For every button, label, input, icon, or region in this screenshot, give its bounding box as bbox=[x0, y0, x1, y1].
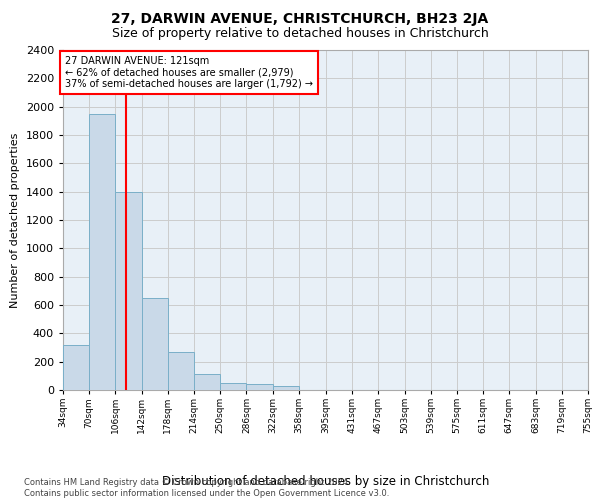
Bar bbox=[168, 352, 194, 390]
Bar bbox=[89, 114, 115, 390]
Text: 27 DARWIN AVENUE: 121sqm
← 62% of detached houses are smaller (2,979)
37% of sem: 27 DARWIN AVENUE: 121sqm ← 62% of detach… bbox=[65, 56, 313, 89]
Text: Contains HM Land Registry data © Crown copyright and database right 2024.
Contai: Contains HM Land Registry data © Crown c… bbox=[24, 478, 389, 498]
Bar bbox=[115, 192, 142, 390]
Text: 27, DARWIN AVENUE, CHRISTCHURCH, BH23 2JA: 27, DARWIN AVENUE, CHRISTCHURCH, BH23 2J… bbox=[112, 12, 488, 26]
Bar bbox=[247, 384, 273, 390]
Bar bbox=[142, 298, 168, 390]
Bar bbox=[220, 383, 247, 390]
Bar bbox=[63, 344, 89, 390]
Y-axis label: Number of detached properties: Number of detached properties bbox=[10, 132, 20, 308]
X-axis label: Distribution of detached houses by size in Christchurch: Distribution of detached houses by size … bbox=[162, 475, 489, 488]
Bar bbox=[273, 386, 299, 390]
Text: Size of property relative to detached houses in Christchurch: Size of property relative to detached ho… bbox=[112, 28, 488, 40]
Bar bbox=[194, 374, 220, 390]
